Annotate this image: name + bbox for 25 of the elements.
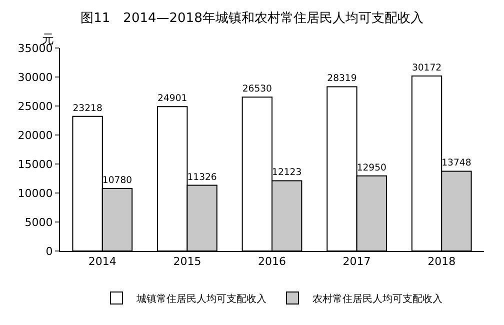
y-tick-label: 30000 <box>18 70 53 84</box>
chart-title: 图11 2014—2018年城镇和农村常住居民人均可支配收入 <box>80 11 424 26</box>
data-label: 23218 <box>72 102 102 114</box>
y-tick-label: 0 <box>46 244 53 258</box>
y-tick-label: 20000 <box>18 128 53 142</box>
data-label: 30172 <box>412 62 442 74</box>
legend-label: 城镇常住居民人均可支配收入 <box>136 292 266 305</box>
data-label: 26530 <box>242 84 272 95</box>
legend-label: 农村常住居民人均可支配收入 <box>312 292 442 305</box>
data-label: 28319 <box>327 73 357 84</box>
y-tick-label: 10000 <box>18 186 53 200</box>
data-label: 12950 <box>356 162 387 174</box>
data-label: 12123 <box>272 167 302 178</box>
data-label: 10780 <box>102 174 132 186</box>
y-tick-label: 5000 <box>24 216 53 229</box>
y-tick-label: 25000 <box>18 100 53 113</box>
data-label: 24901 <box>158 93 188 104</box>
x-tick-label: 2018 <box>428 255 456 268</box>
y-tick-label: 15000 <box>18 158 53 171</box>
x-tick-label: 2017 <box>342 255 371 268</box>
x-tick-label: 2014 <box>88 255 116 268</box>
data-label: 13748 <box>442 158 472 169</box>
data-label: 11326 <box>187 172 217 183</box>
x-tick-label: 2016 <box>258 255 286 268</box>
x-tick-label: 2015 <box>173 255 202 268</box>
